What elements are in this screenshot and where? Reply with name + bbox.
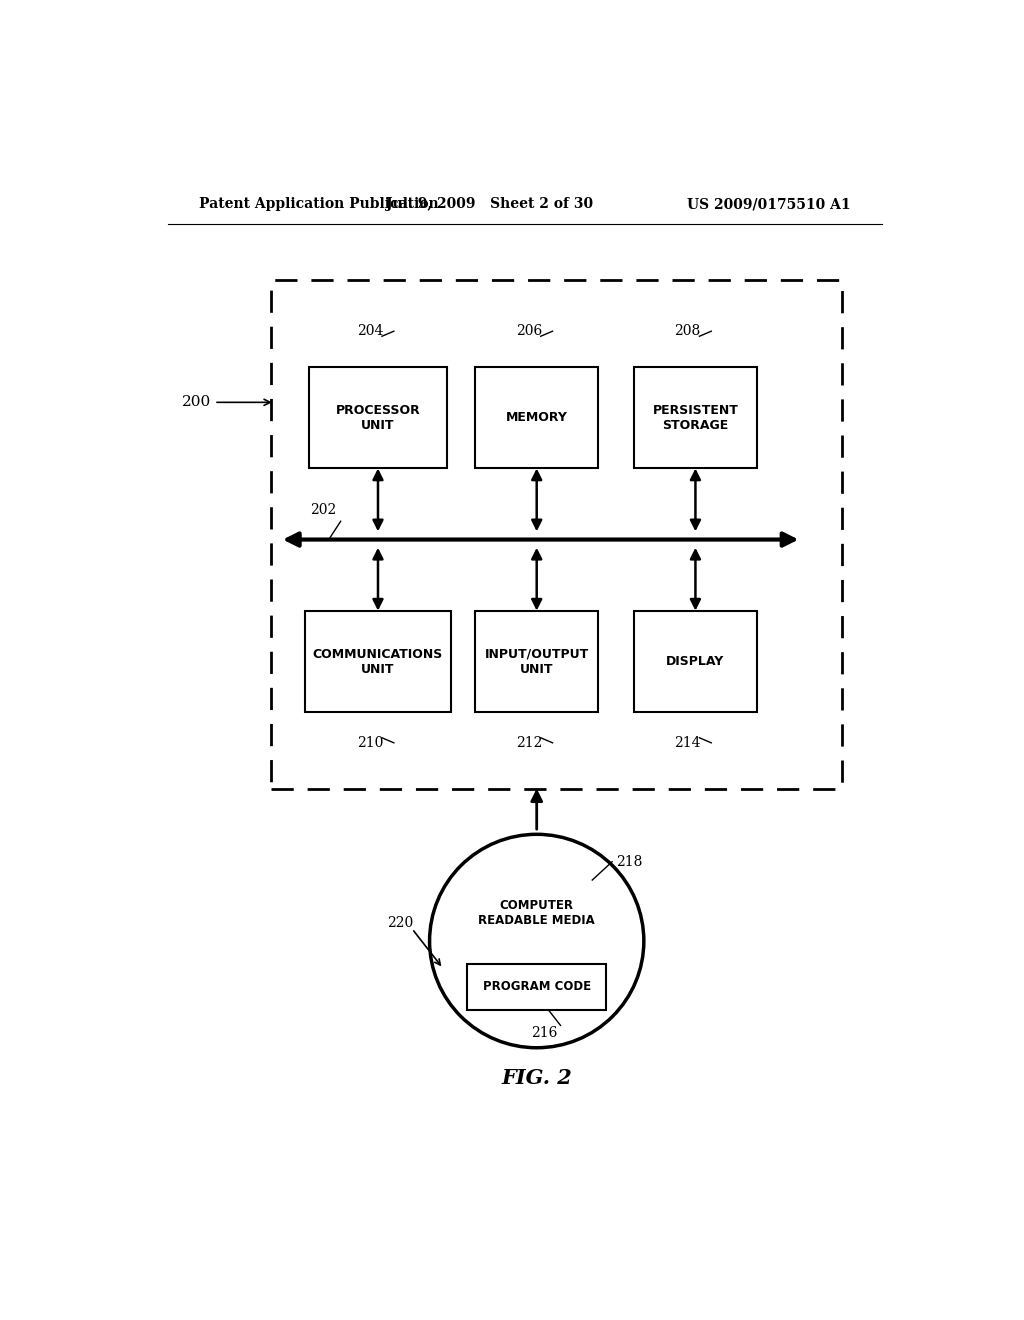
Text: PROCESSOR
UNIT: PROCESSOR UNIT — [336, 404, 421, 432]
FancyBboxPatch shape — [475, 611, 598, 713]
FancyBboxPatch shape — [475, 367, 598, 469]
Text: INPUT/OUTPUT
UNIT: INPUT/OUTPUT UNIT — [484, 648, 589, 676]
Text: 218: 218 — [616, 855, 642, 869]
Text: PERSISTENT
STORAGE: PERSISTENT STORAGE — [652, 404, 738, 432]
Text: 220: 220 — [387, 916, 414, 929]
Text: US 2009/0175510 A1: US 2009/0175510 A1 — [686, 197, 850, 211]
Ellipse shape — [429, 834, 644, 1048]
Text: DISPLAY: DISPLAY — [667, 655, 725, 668]
Text: FIG. 2: FIG. 2 — [502, 1068, 572, 1088]
Text: 200: 200 — [182, 395, 270, 409]
Text: Patent Application Publication: Patent Application Publication — [200, 197, 439, 211]
FancyBboxPatch shape — [634, 367, 757, 469]
FancyBboxPatch shape — [308, 367, 447, 469]
Text: 212: 212 — [515, 735, 542, 750]
Text: COMPUTER
READABLE MEDIA: COMPUTER READABLE MEDIA — [478, 899, 595, 927]
Text: 216: 216 — [531, 1026, 558, 1040]
FancyBboxPatch shape — [304, 611, 452, 713]
Text: 208: 208 — [675, 325, 700, 338]
Text: 204: 204 — [356, 325, 383, 338]
Text: 214: 214 — [674, 735, 700, 750]
Text: PROGRAM CODE: PROGRAM CODE — [482, 981, 591, 993]
Text: 202: 202 — [310, 503, 337, 517]
Text: MEMORY: MEMORY — [506, 411, 567, 424]
Text: Jul. 9, 2009   Sheet 2 of 30: Jul. 9, 2009 Sheet 2 of 30 — [385, 197, 593, 211]
Text: 206: 206 — [516, 325, 542, 338]
FancyBboxPatch shape — [467, 964, 606, 1010]
Text: 210: 210 — [356, 735, 383, 750]
Text: COMMUNICATIONS
UNIT: COMMUNICATIONS UNIT — [313, 648, 443, 676]
FancyBboxPatch shape — [634, 611, 757, 713]
